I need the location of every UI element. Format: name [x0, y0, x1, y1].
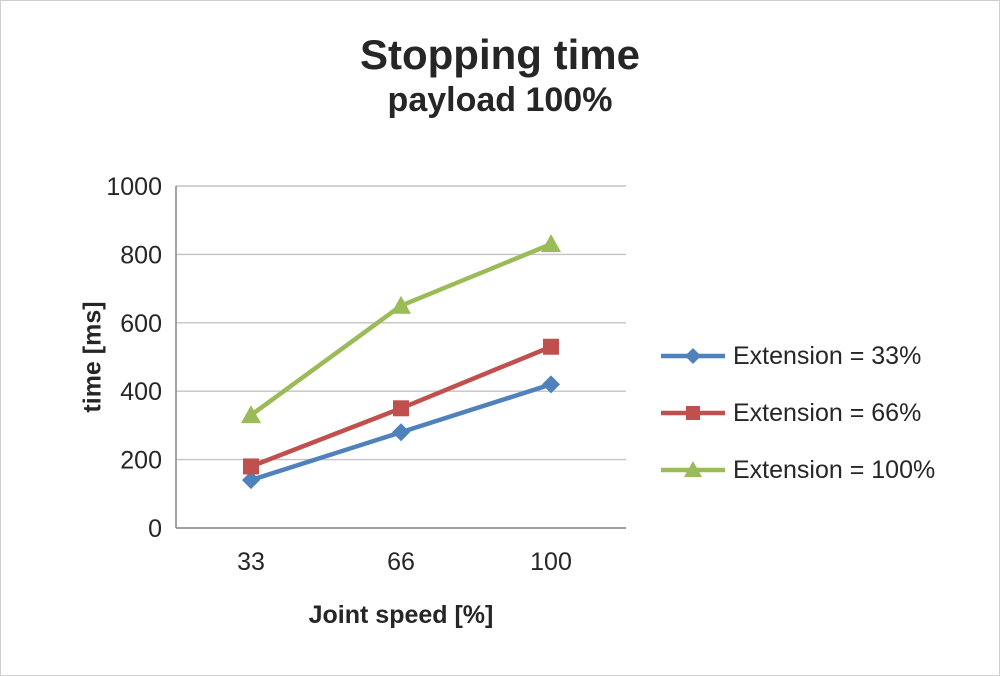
y-tick-label: 600: [120, 310, 162, 338]
square-marker: [243, 458, 259, 475]
chart-subtitle: payload 100%: [387, 81, 613, 120]
legend: Extension = 33% Extension = 66% Extension …: [659, 341, 935, 485]
legend-marker-sample: [661, 461, 725, 477]
diamond-marker: [685, 348, 701, 364]
triangle-marker: [391, 295, 411, 314]
diamond-marker: [242, 471, 260, 490]
x-axis-title: Joint speed [%]: [308, 601, 494, 629]
y-tick-label: 400: [120, 378, 162, 406]
y-tick-label: 200: [120, 447, 162, 475]
square-marker: [686, 406, 700, 420]
legend-item: Extension = 100%: [659, 455, 935, 485]
legend-marker-sample: [661, 406, 725, 420]
x-tick-label: 100: [530, 548, 572, 576]
legend-label: Extension = 33%: [733, 341, 922, 370]
diamond-marker: [542, 375, 560, 394]
legend-label: Extension = 66%: [733, 398, 922, 427]
square-marker: [543, 338, 559, 355]
legend-marker-sample: [661, 348, 725, 364]
legend-item: Extension = 66%: [659, 398, 935, 428]
y-axis-title: time [ms]: [78, 301, 107, 413]
triangle-marker: [241, 405, 261, 424]
y-tick-label: 0: [148, 515, 162, 543]
y-tick-label: 800: [120, 241, 162, 269]
chart-title-block: Stopping time payload 100%: [1, 31, 999, 122]
chart-title: Stopping time: [360, 31, 640, 78]
y-tick-label: 1000: [106, 173, 162, 201]
triangle-marker: [541, 234, 561, 253]
legend-label: Extension = 100%: [733, 455, 936, 484]
x-tick-label: 33: [237, 548, 265, 576]
legend-item: Extension = 33%: [659, 341, 935, 371]
series-line: [249, 242, 552, 417]
diamond-marker: [392, 423, 410, 442]
x-tick-label: 66: [387, 548, 415, 576]
square-marker: [393, 400, 409, 417]
triangle-marker: [684, 461, 702, 477]
